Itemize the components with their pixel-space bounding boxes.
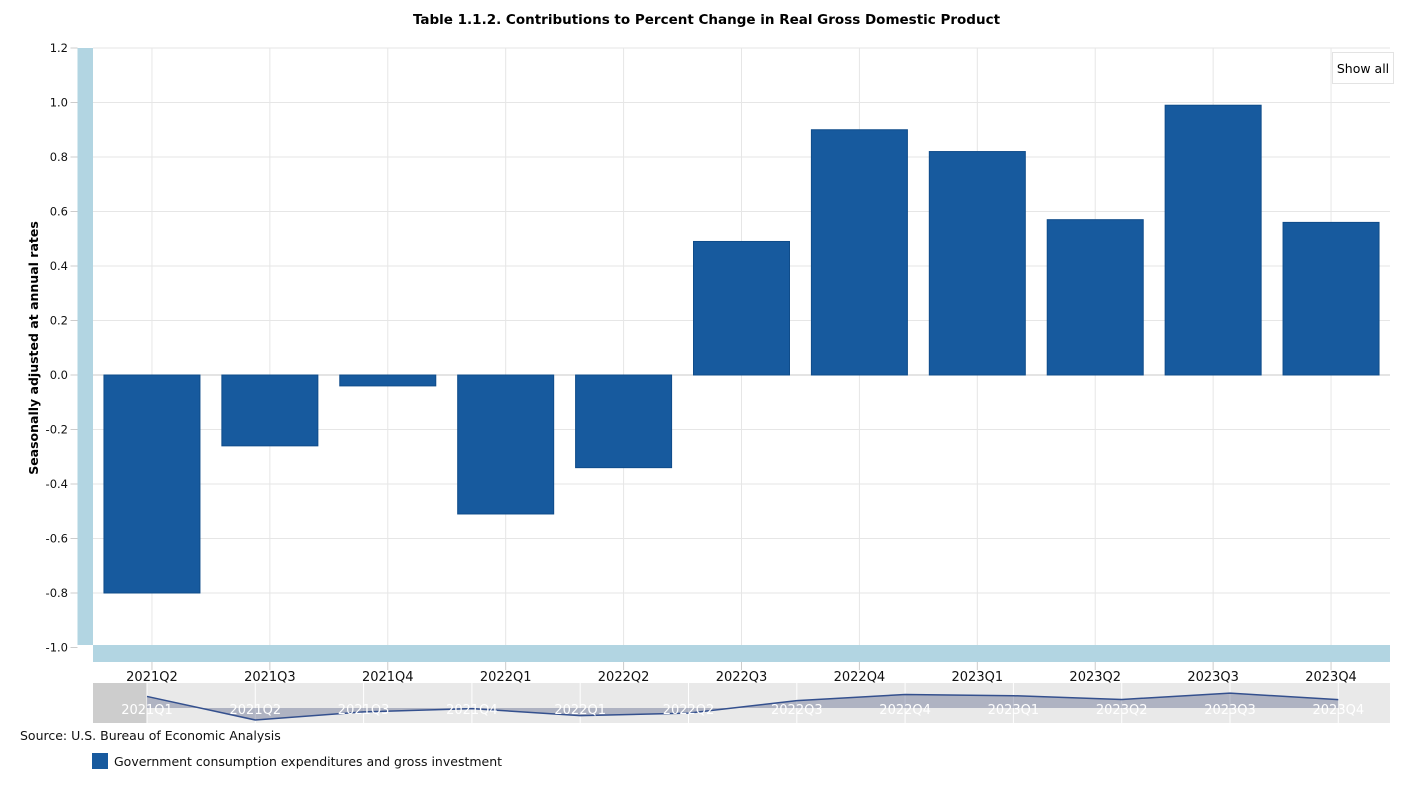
- x-tick-label-2021Q4: 2021Q4: [362, 670, 414, 685]
- chart-title: Table 1.1.2. Contributions to Percent Ch…: [412, 12, 1001, 28]
- x-tick-label-2023Q4: 2023Q4: [1305, 670, 1357, 685]
- x-tick-label-2021Q2: 2021Q2: [126, 670, 178, 685]
- x-tick-label-2022Q2: 2022Q2: [598, 670, 650, 685]
- y-tick-label: -0.8: [46, 586, 68, 600]
- bar-2022Q2[interactable]: [575, 374, 673, 469]
- legend-item[interactable]: Government consumption expenditures and …: [92, 753, 502, 769]
- bar-2023Q2[interactable]: [1046, 219, 1144, 376]
- legend-swatch-icon: [92, 753, 108, 769]
- source-note: Source: U.S. Bureau of Economic Analysis: [20, 728, 281, 743]
- y-tick-label: 0.8: [50, 150, 68, 164]
- x-tick-label-2022Q1: 2022Q1: [480, 670, 532, 685]
- y-tick-label: 1.0: [50, 96, 68, 110]
- y-tick-label: 0.6: [50, 205, 68, 219]
- y-tick-label: 0.0: [50, 368, 68, 382]
- bar-2023Q3[interactable]: [1164, 104, 1262, 376]
- bar-2022Q1[interactable]: [457, 374, 555, 515]
- navigator-area: [147, 693, 1339, 720]
- navigator-label-2021Q4: 2021Q4: [446, 703, 498, 718]
- legend-label: Government consumption expenditures and …: [114, 753, 503, 769]
- y-tick-label: 0.2: [50, 314, 68, 328]
- navigator-label-2022Q3: 2022Q3: [771, 703, 823, 718]
- x-tick-label-2023Q1: 2023Q1: [952, 670, 1004, 685]
- y-tick-label: -0.6: [46, 532, 68, 546]
- x-tick-label-2023Q3: 2023Q3: [1187, 670, 1239, 685]
- bar-2023Q4[interactable]: [1282, 221, 1380, 376]
- x-tick-label-2022Q3: 2022Q3: [716, 670, 768, 685]
- x-tick-label-2021Q3: 2021Q3: [244, 670, 296, 685]
- navigator-label-2021Q2: 2021Q2: [230, 703, 282, 718]
- horizontal-scrollbar[interactable]: [93, 645, 1390, 662]
- bar-2021Q2[interactable]: [103, 374, 201, 594]
- y-tick-label: -1.0: [46, 641, 68, 655]
- x-tick-label-2023Q2: 2023Q2: [1069, 670, 1121, 685]
- navigator-mask[interactable]: [93, 683, 147, 723]
- bar-2022Q4[interactable]: [810, 129, 908, 376]
- bar-2021Q3[interactable]: [221, 374, 319, 447]
- gdp-contribution-bar-chart: 1.2 1.0 0.8 0.6 0.4 0.2 0.0 -0.2 -0.4 -0.6 -0.8 -1.…: [46, 41, 1390, 723]
- navigator-label-2022Q1: 2022Q1: [554, 703, 606, 718]
- x-tick-label-2022Q4: 2022Q4: [834, 670, 886, 685]
- bar-2021Q4[interactable]: [339, 374, 437, 387]
- y-tick-label: 0.4: [50, 259, 68, 273]
- navigator-label-2021Q1: 2021Q1: [121, 703, 173, 718]
- bar-2023Q1[interactable]: [928, 151, 1026, 376]
- y-tick-label: -0.4: [46, 477, 68, 491]
- navigator-label-2022Q2: 2022Q2: [663, 703, 715, 718]
- bar-2022Q3[interactable]: [693, 240, 790, 376]
- navigator-line: [146, 692, 1339, 721]
- navigator-label-2022Q4: 2022Q4: [879, 703, 931, 718]
- vertical-scrollbar[interactable]: [77, 48, 94, 645]
- navigator-label-2023Q3: 2023Q3: [1204, 703, 1256, 718]
- show-all-button[interactable]: Show all: [1332, 52, 1394, 84]
- navigator-label-2023Q2: 2023Q2: [1096, 703, 1148, 718]
- navigator-label-2021Q3: 2021Q3: [338, 703, 390, 718]
- navigator-label-2023Q4: 2023Q4: [1313, 703, 1365, 718]
- y-tick-label: 1.2: [50, 41, 68, 55]
- y-tick-label: -0.2: [46, 423, 68, 437]
- navigator-label-2023Q1: 2023Q1: [988, 703, 1040, 718]
